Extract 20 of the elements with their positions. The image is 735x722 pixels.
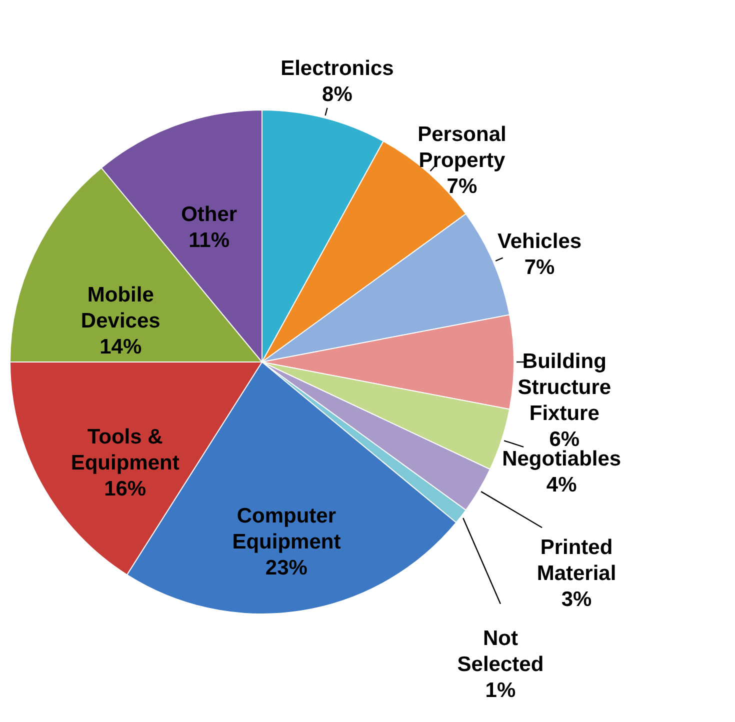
slice-label: Computer Equipment bbox=[232, 504, 341, 554]
slice-label: Tools & Equipment bbox=[70, 425, 180, 474]
slice-label: Personal Property bbox=[418, 123, 506, 172]
slice-label: Mobile Devices bbox=[80, 283, 160, 332]
data-label: 16% bbox=[104, 477, 146, 500]
slice-label: Not Selected bbox=[457, 626, 544, 676]
slice-label: Vehicles bbox=[498, 230, 582, 253]
slice-label: Electronics bbox=[280, 57, 394, 80]
slice-label: Building Structure Fixture bbox=[518, 350, 612, 425]
slice-label: Other bbox=[181, 202, 238, 226]
data-label: 7% bbox=[524, 256, 556, 279]
data-label: 23% bbox=[265, 556, 308, 580]
data-label: 3% bbox=[561, 588, 592, 612]
data-label: 14% bbox=[100, 335, 142, 358]
data-label: 4% bbox=[546, 473, 578, 496]
data-label: 8% bbox=[322, 83, 353, 106]
slice-label: Printed Material bbox=[536, 536, 616, 586]
data-label: 11% bbox=[188, 228, 230, 252]
data-label: 7% bbox=[446, 175, 478, 198]
data-label: 1% bbox=[485, 678, 516, 702]
